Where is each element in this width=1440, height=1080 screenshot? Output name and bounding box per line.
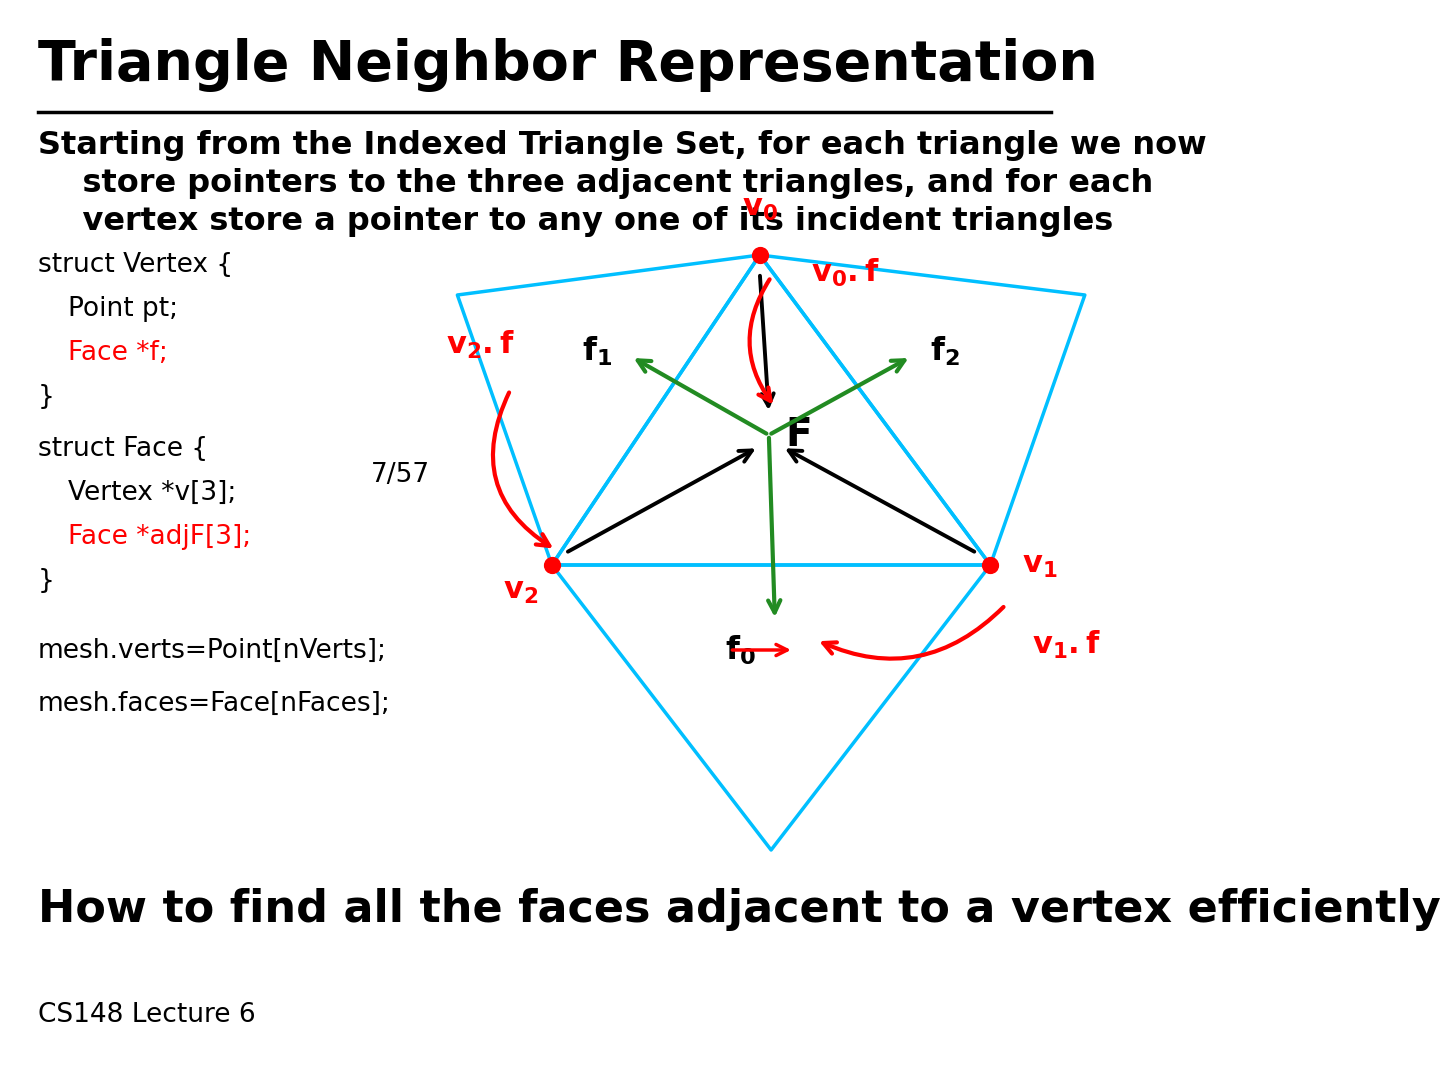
Text: }: } (37, 568, 55, 594)
Text: $\bf{v_0}$: $\bf{v_0}$ (742, 194, 778, 222)
Text: mesh.faces=Face[nFaces];: mesh.faces=Face[nFaces]; (37, 691, 390, 717)
Text: Face *f;: Face *f; (68, 340, 168, 366)
Text: Starting from the Indexed Triangle Set, for each triangle we now: Starting from the Indexed Triangle Set, … (37, 130, 1207, 161)
Text: $\bf{v_0.f}$: $\bf{v_0.f}$ (811, 257, 880, 289)
Text: $\bf{v_2.f}$: $\bf{v_2.f}$ (445, 329, 514, 361)
Text: Point pt;: Point pt; (68, 296, 179, 322)
Text: $\bf{v_1.f}$: $\bf{v_1.f}$ (1032, 629, 1102, 661)
Text: $\bf{v_1}$: $\bf{v_1}$ (1022, 551, 1057, 580)
Point (979, 556, 1002, 573)
Text: struct Face {: struct Face { (37, 436, 207, 462)
Text: CS148 Lecture 6: CS148 Lecture 6 (37, 1002, 255, 1028)
Point (540, 556, 563, 573)
Text: Triangle Neighbor Representation: Triangle Neighbor Representation (37, 38, 1097, 92)
Text: mesh.verts=Point[nVerts];: mesh.verts=Point[nVerts]; (37, 638, 387, 664)
Text: F: F (785, 416, 812, 454)
Text: 7/57: 7/57 (370, 462, 429, 488)
Text: $\bf{v_2}$: $\bf{v_2}$ (503, 577, 539, 606)
Text: $\bf{f_1}$: $\bf{f_1}$ (582, 335, 612, 368)
Text: Vertex *v[3];: Vertex *v[3]; (68, 480, 236, 507)
Text: }: } (37, 384, 55, 410)
Text: store pointers to the three adjacent triangles, and for each: store pointers to the three adjacent tri… (37, 168, 1153, 199)
Text: $\bf{f_0}$: $\bf{f_0}$ (726, 633, 756, 666)
Text: struct Vertex {: struct Vertex { (37, 252, 233, 278)
Text: vertex store a pointer to any one of its incident triangles: vertex store a pointer to any one of its… (37, 206, 1113, 237)
Point (749, 246, 772, 264)
Text: How to find all the faces adjacent to a vertex efficiently?: How to find all the faces adjacent to a … (37, 888, 1440, 931)
Text: Face *adjF[3];: Face *adjF[3]; (68, 524, 252, 550)
Text: $\bf{f_2}$: $\bf{f_2}$ (930, 335, 959, 368)
